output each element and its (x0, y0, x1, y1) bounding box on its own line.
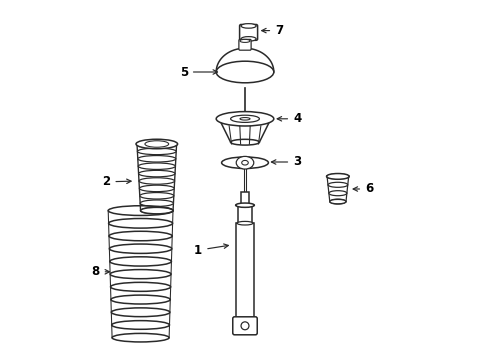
Ellipse shape (330, 199, 346, 204)
Ellipse shape (141, 207, 173, 214)
Text: 1: 1 (194, 244, 228, 257)
Ellipse shape (137, 141, 176, 147)
Ellipse shape (141, 207, 173, 214)
Ellipse shape (241, 37, 256, 41)
FancyBboxPatch shape (233, 317, 257, 335)
Ellipse shape (139, 178, 174, 184)
FancyBboxPatch shape (239, 39, 251, 50)
Ellipse shape (327, 174, 349, 179)
Ellipse shape (138, 163, 175, 170)
Ellipse shape (231, 139, 259, 145)
Text: 5: 5 (180, 66, 218, 78)
Ellipse shape (140, 193, 174, 199)
Ellipse shape (330, 199, 346, 204)
Ellipse shape (216, 61, 274, 83)
Ellipse shape (136, 139, 177, 149)
Ellipse shape (240, 117, 250, 120)
Text: 6: 6 (353, 183, 373, 195)
Ellipse shape (216, 112, 274, 126)
Ellipse shape (329, 191, 347, 196)
Ellipse shape (328, 182, 348, 187)
Ellipse shape (137, 148, 176, 155)
Ellipse shape (241, 24, 256, 28)
Text: 2: 2 (102, 175, 131, 188)
Ellipse shape (241, 322, 249, 330)
Ellipse shape (231, 115, 259, 122)
Text: 3: 3 (271, 156, 301, 168)
Ellipse shape (221, 157, 269, 168)
Ellipse shape (236, 156, 254, 169)
Text: 7: 7 (262, 24, 283, 37)
Bar (242, 192, 248, 205)
Ellipse shape (242, 161, 248, 165)
Ellipse shape (236, 203, 254, 207)
Polygon shape (216, 48, 274, 72)
Ellipse shape (326, 174, 349, 179)
Ellipse shape (140, 200, 173, 206)
FancyBboxPatch shape (240, 24, 258, 40)
Ellipse shape (145, 141, 169, 147)
Text: 8: 8 (92, 265, 109, 278)
Ellipse shape (138, 156, 176, 162)
Bar (244, 163, 246, 192)
Ellipse shape (237, 221, 253, 225)
Ellipse shape (139, 185, 174, 192)
Bar (238, 205, 252, 223)
Ellipse shape (139, 170, 175, 177)
Text: 4: 4 (277, 112, 301, 125)
Bar (236, 223, 254, 319)
Ellipse shape (240, 39, 250, 42)
